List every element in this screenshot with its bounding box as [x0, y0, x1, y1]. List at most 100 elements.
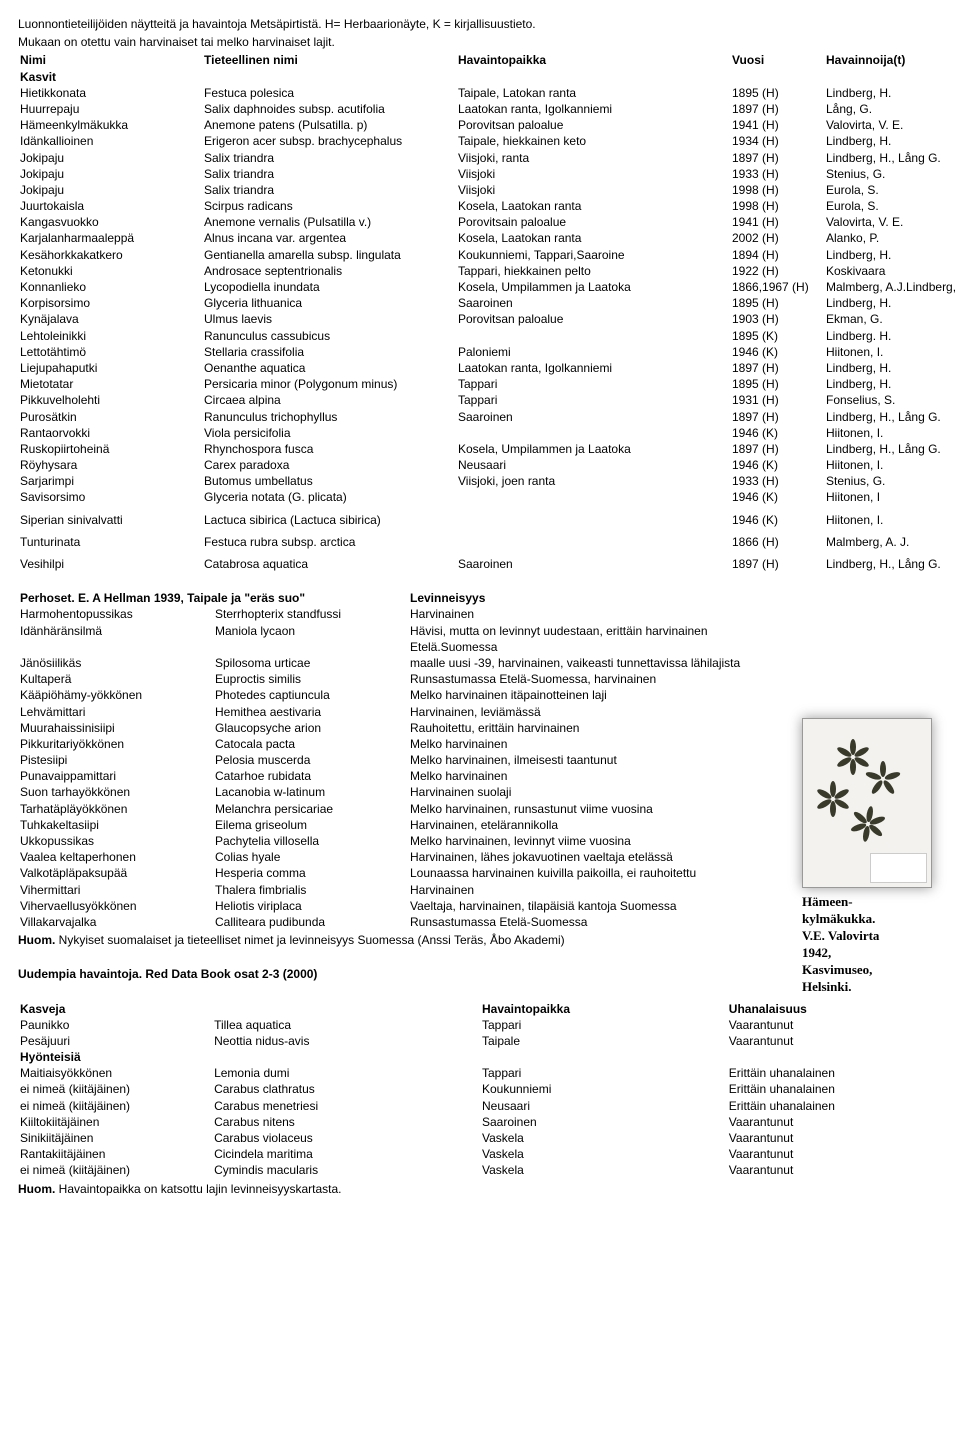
cell: Sinikiitäjäinen	[18, 1130, 212, 1146]
table-row: JänösiilikäsSpilosoma urticaemaalle uusi…	[18, 655, 798, 671]
cell: Lemonia dumi	[212, 1065, 480, 1081]
table-row: MaitiaisyökkönenLemonia dumiTappariEritt…	[18, 1065, 942, 1081]
cell: Carabus violaceus	[212, 1130, 480, 1146]
table-row: LettotähtimöStellaria crassifoliaPalonie…	[18, 344, 960, 360]
cell: Paloniemi	[456, 344, 730, 360]
cell: Carex paradoxa	[202, 457, 456, 473]
cell	[456, 534, 730, 550]
cell: Lindberg, H.	[824, 85, 960, 101]
cell: Kesähorkkakatkero	[18, 247, 202, 263]
reddata-col-kasveja: Kasveja	[18, 1001, 212, 1017]
cell: Tappari	[456, 376, 730, 392]
cell: Porovitsain paloalue	[456, 214, 730, 230]
table-row: KiiltokiitäjäinenCarabus nitensSaaroinen…	[18, 1114, 942, 1130]
cell: Neusaari	[480, 1098, 727, 1114]
cell: Calliteara pudibunda	[213, 914, 408, 930]
cell: Melko harvinainen itäpainotteinen laji	[408, 687, 798, 703]
cell	[456, 489, 730, 505]
cell: Glaucopsyche arion	[213, 720, 408, 736]
table-row: RantakiitäjäinenCicindela maritimaVaskel…	[18, 1146, 942, 1162]
cell: Lactuca sibirica (Lactuca sibirica)	[202, 512, 456, 528]
cell: Lindberg, H.	[824, 360, 960, 376]
cell: Androsace septentrionalis	[202, 263, 456, 279]
cell: 1897 (H)	[730, 409, 824, 425]
cell: 1946 (K)	[730, 457, 824, 473]
cell: Salix daphnoides subsp. acutifolia	[202, 101, 456, 117]
table-row: Suon tarhayökkönenLacanobia w-latinumHar…	[18, 784, 798, 800]
table-row: PurosätkinRanunculus trichophyllusSaaroi…	[18, 409, 960, 425]
cell: Salix triandra	[202, 182, 456, 198]
cell: Vesihilpi	[18, 556, 202, 572]
cell: Anemone vernalis (Pulsatilla v.)	[202, 214, 456, 230]
table-row: ei nimeä (kiitäjäinen)Carabus menetriesi…	[18, 1098, 942, 1114]
cell: Runsastumassa Etelä-Suomessa	[408, 914, 798, 930]
table-row: JokipajuSalix triandraViisjoki, ranta189…	[18, 150, 960, 166]
cell: Hietikkonata	[18, 85, 202, 101]
cell: Lycopodiella inundata	[202, 279, 456, 295]
cell: Viisjoki	[456, 166, 730, 182]
cell: Oenanthe aquatica	[202, 360, 456, 376]
table-row: PesäjuuriNeottia nidus-avisTaipaleVaaran…	[18, 1033, 942, 1049]
cell: Saaroinen	[456, 295, 730, 311]
cell: Tappari	[480, 1065, 727, 1081]
table-row: VihervaellusyökkönenHeliotis viriplacaVa…	[18, 898, 798, 914]
cell: Kosela, Laatokan ranta	[456, 230, 730, 246]
cell: Harmohentopussikas	[18, 606, 213, 622]
cell: Vaalea keltaperhonen	[18, 849, 213, 865]
cell: Viisjoki, ranta	[456, 150, 730, 166]
cell: Melko harvinainen	[408, 768, 798, 784]
col-vuosi: Vuosi	[730, 52, 824, 68]
cell: Tappari	[456, 392, 730, 408]
cell: Pistesiipi	[18, 752, 213, 768]
cell: Hiitonen, I.	[824, 457, 960, 473]
cell: Harvinainen suolaji	[408, 784, 798, 800]
cell	[456, 512, 730, 528]
table-row: LehvämittariHemithea aestivariaHarvinain…	[18, 704, 798, 720]
cell: Persicaria minor (Polygonum minus)	[202, 376, 456, 392]
table-row: RuskopiirtoheinäRhynchospora fuscaKosela…	[18, 441, 960, 457]
cell: Lindberg, H.	[824, 376, 960, 392]
cell: 1894 (H)	[730, 247, 824, 263]
cell: Konnanlieko	[18, 279, 202, 295]
cell: Savisorsimo	[18, 489, 202, 505]
table-row: KultaperäEuproctis similisRunsastumassa …	[18, 671, 798, 687]
cell: Ketonukki	[18, 263, 202, 279]
cell: Stenius, G.	[824, 473, 960, 489]
table-row: KorpisorsimoGlyceria lithuanicaSaaroinen…	[18, 295, 960, 311]
cell: Eilema griseolum	[213, 817, 408, 833]
table-row: TarhatäpläyökkönenMelanchra persicariaeM…	[18, 801, 798, 817]
cell: Alnus incana var. argentea	[202, 230, 456, 246]
cell: ei nimeä (kiitäjäinen)	[18, 1162, 212, 1178]
reddata-table: Kasveja Havaintopaikka Uhanalaisuus Paun…	[18, 1001, 942, 1179]
cell: Glyceria notata (G. plicata)	[202, 489, 456, 505]
cell: Fonselius, S.	[824, 392, 960, 408]
cell: Ukkopussikas	[18, 833, 213, 849]
herbarium-image	[802, 718, 932, 888]
cell: Pachytelia villosella	[213, 833, 408, 849]
cell: 1922 (H)	[730, 263, 824, 279]
cell: Juurtokaisla	[18, 198, 202, 214]
cell: Idänhäränsilmä	[18, 623, 213, 655]
cell: Eurola, S.	[824, 182, 960, 198]
cell: Harvinainen, leviämässä	[408, 704, 798, 720]
cell: maalle uusi -39, harvinainen, vaikeasti …	[408, 655, 798, 671]
cell: Jänösiilikäs	[18, 655, 213, 671]
reddata-col-paikka: Havaintopaikka	[480, 1001, 727, 1017]
cell: Jokipaju	[18, 182, 202, 198]
cell: Lehvämittari	[18, 704, 213, 720]
cell: Catabrosa aquatica	[202, 556, 456, 572]
plants-header-row: Nimi Tieteellinen nimi Havaintopaikka Vu…	[18, 52, 960, 68]
cell: Lettotähtimö	[18, 344, 202, 360]
cell: Rhynchospora fusca	[202, 441, 456, 457]
reddata-note: Huom. Havaintopaikka on katsottu lajin l…	[18, 1181, 942, 1197]
cell: Vaarantunut	[727, 1017, 942, 1033]
cell: Runsastumassa Etelä-Suomessa, harvinaine…	[408, 671, 798, 687]
cell: Muurahaissinisiipi	[18, 720, 213, 736]
col-tieteellinen: Tieteellinen nimi	[202, 52, 456, 68]
cell: Stenius, G.	[824, 166, 960, 182]
cell: 1895 (H)	[730, 376, 824, 392]
cell: Laatokan ranta, Igolkanniemi	[456, 101, 730, 117]
cell: Erittäin uhanalainen	[727, 1065, 942, 1081]
cell: 1897 (H)	[730, 556, 824, 572]
table-row: ei nimeä (kiitäjäinen)Carabus clathratus…	[18, 1081, 942, 1097]
